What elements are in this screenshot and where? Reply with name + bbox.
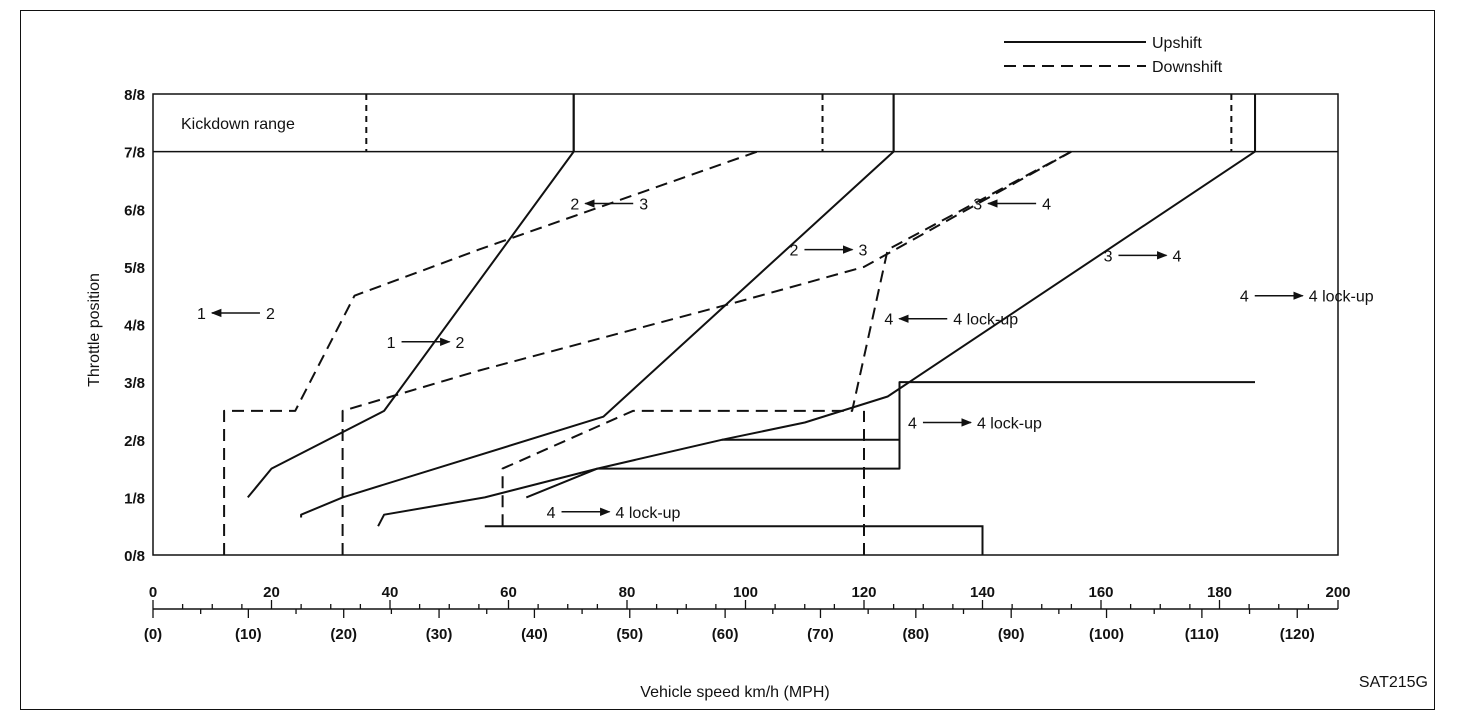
legend-label: Downshift (1152, 59, 1223, 76)
y-axis-label: Throttle position (86, 273, 103, 387)
y-tick-label: 6/8 (124, 202, 145, 219)
series-line (341, 150, 1072, 555)
chart-frame (20, 10, 1435, 710)
lockup-region-line (484, 525, 984, 555)
annotation-to: 4 (1172, 248, 1181, 265)
annotation-from: 4 (908, 415, 917, 432)
annotation-from: 2 (790, 243, 799, 260)
series-line (300, 94, 895, 518)
x-tick-label-mph: (10) (235, 626, 262, 643)
x-tick-label-mph: (90) (998, 626, 1025, 643)
y-tick-label: 8/8 (124, 87, 145, 104)
x-tick-label-kmh: 60 (500, 584, 517, 601)
x-tick-label-mph: (70) (807, 626, 834, 643)
x-tick-label-mph: (30) (426, 626, 453, 643)
x-tick-label-mph: (40) (521, 626, 548, 643)
x-tick-label-mph: (20) (330, 626, 357, 643)
y-tick-label: 3/8 (124, 375, 145, 392)
x-tick-label-kmh: 160 (1088, 584, 1113, 601)
x-tick-label-kmh: 100 (733, 584, 758, 601)
annotation-from: 3 (1104, 248, 1113, 265)
y-tick-label: 2/8 (124, 433, 145, 450)
shift-annotation: 4 4 lock-up (1240, 289, 1374, 306)
x-axis-label: Vehicle speed km/h (MPH) (640, 684, 829, 701)
annotation-to: 2 (266, 306, 275, 323)
x-tick-label-mph: (120) (1280, 626, 1315, 643)
series-line (525, 381, 1255, 499)
y-tick-label: 0/8 (124, 548, 145, 565)
x-tick-label-kmh: 200 (1325, 584, 1350, 601)
annotation-from: 4 (884, 312, 893, 329)
y-tick-label: 4/8 (124, 318, 145, 335)
y-tick-label: 7/8 (124, 145, 145, 162)
series-line (377, 94, 1256, 527)
x-tick-label-mph: (60) (712, 626, 739, 643)
legend-label: Upshift (1152, 35, 1202, 52)
plot-area (152, 93, 1339, 556)
y-tick-label: 1/8 (124, 490, 145, 507)
annotation-to: 4 lock-up (1309, 289, 1374, 306)
legend: Upshift Downshift (1004, 35, 1223, 76)
shift-annotation: 4 4 lock-up (884, 312, 1018, 329)
annotation-to: 4 (1042, 196, 1051, 213)
x-tick-label-kmh: 140 (970, 584, 995, 601)
annotation-from: 1 (197, 306, 206, 323)
annotation-from: 2 (570, 196, 579, 213)
x-tick-label-mph: (110) (1185, 626, 1219, 643)
annotation-from: 4 (547, 505, 556, 522)
x-tick-label-kmh: 180 (1207, 584, 1232, 601)
x-tick-label-kmh: 0 (149, 584, 157, 601)
annotation-from: 1 (387, 335, 396, 352)
annotation-to: 3 (858, 243, 867, 260)
annotation-to: 3 (639, 196, 648, 213)
x-tick-label-mph: (50) (616, 626, 643, 643)
annotation-from: 3 (973, 196, 982, 213)
annotation-to: 4 lock-up (977, 415, 1042, 432)
shift-annotation: 4 4 lock-up (547, 505, 681, 522)
x-tick-label-mph: (80) (902, 626, 929, 643)
series-line (247, 94, 575, 499)
x-tick-label-kmh: 80 (619, 584, 636, 601)
y-tick-label: 5/8 (124, 260, 145, 277)
x-tick-label-mph: (0) (144, 626, 162, 643)
x-tick-label-kmh: 40 (382, 584, 399, 601)
x-tick-label-kmh: 20 (263, 584, 280, 601)
plot-border (152, 93, 1339, 556)
series-line (501, 150, 1072, 527)
kickdown-range-label: Kickdown range (181, 116, 295, 133)
annotation-from: 4 (1240, 289, 1249, 306)
x-tick-label-kmh: 120 (851, 584, 876, 601)
x-tick-label-mph: (100) (1089, 626, 1124, 643)
annotation-to: 4 lock-up (953, 312, 1018, 329)
series-line (223, 150, 758, 555)
figure-id: SAT215G (1359, 674, 1428, 691)
shift-annotation: 4 4 lock-up (908, 415, 1042, 432)
annotation-to: 2 (456, 335, 465, 352)
annotation-to: 4 lock-up (616, 505, 681, 522)
